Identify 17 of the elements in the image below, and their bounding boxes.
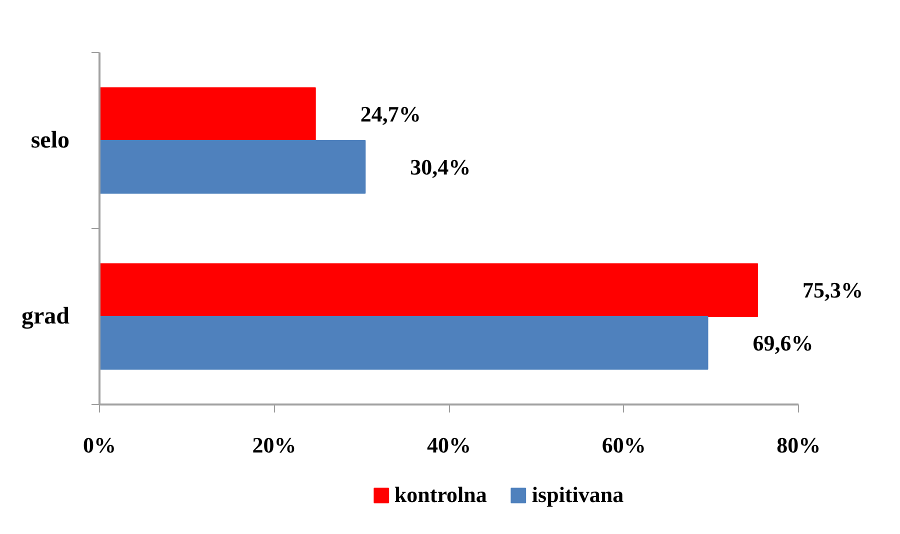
x-tick-label: 40% [427, 432, 472, 458]
data-label: 69,6% [752, 330, 814, 356]
data-label: 24,7% [360, 102, 421, 127]
y-tick-label: selo [30, 128, 70, 154]
bar [100, 140, 366, 194]
legend-label: kontrolna [394, 482, 487, 508]
bar [100, 87, 316, 141]
legend-label: ispitivana [532, 482, 624, 508]
x-tick-label: 20% [252, 432, 296, 458]
bar [100, 316, 708, 370]
x-tick-label: 80% [776, 432, 821, 458]
data-label: 30,4% [410, 154, 471, 180]
data-label: 75,3% [802, 278, 864, 303]
x-tick-label: 60% [602, 432, 646, 458]
y-tick-label: grad [22, 304, 70, 330]
x-tick-label: 0% [83, 432, 116, 458]
bar [100, 263, 758, 317]
